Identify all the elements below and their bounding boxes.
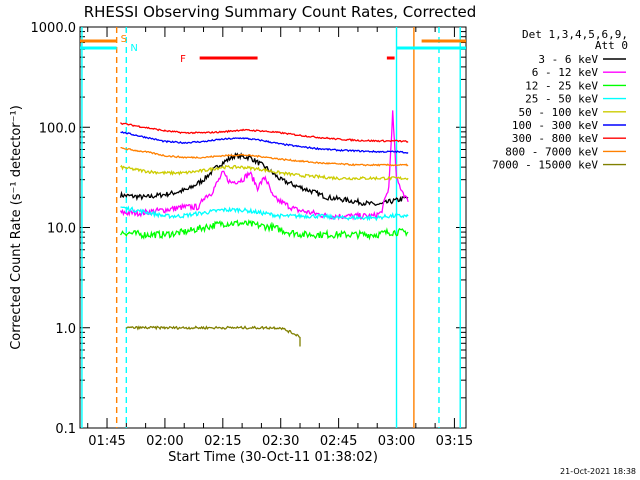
y-tick-label: 0.1 [55, 422, 76, 437]
legend-entry-label: 3 - 6 keV [538, 53, 598, 66]
legend-entry-label: 25 - 50 keV [525, 93, 598, 106]
x-tick-label: 03:15 [436, 434, 473, 449]
legend-entry-label: 300 - 800 keV [512, 132, 598, 145]
legend-entry-label: 6 - 12 keV [532, 66, 599, 79]
series-group [119, 110, 409, 347]
x-axis-label: Start Time (30-Oct-11 01:38:02) [168, 450, 378, 465]
legend-entry-label: 50 - 100 keV [519, 106, 599, 119]
legend-entry-label: 12 - 25 keV [525, 79, 598, 92]
state-vlines [81, 27, 461, 428]
legend-entry-label: 100 - 300 keV [512, 119, 598, 132]
x-tick-label: 02:30 [262, 434, 299, 449]
legend-entry-label: 800 - 7000 keV [505, 145, 598, 158]
y-tick-label: 100.0 [39, 121, 76, 136]
state-label-n: N [130, 43, 137, 54]
series-line [120, 122, 409, 144]
legend-entry-label: 7000 - 15000 keV [492, 159, 598, 172]
legend-header: Det 1,3,4,5,6,9, [522, 28, 628, 41]
series-line [119, 152, 409, 206]
state-label-s: S [121, 34, 127, 45]
series-line [119, 219, 409, 241]
y-tick-label: 10.0 [47, 222, 76, 237]
legend-header: Att 0 [595, 39, 628, 52]
y-axis-label: Corrected Count Rate (s⁻¹ detector⁻¹) [9, 105, 24, 350]
series-line [119, 110, 409, 221]
series-line [120, 131, 409, 154]
y-axis: 0.1 1.0 10.0 100.0 1000.0 [31, 21, 466, 437]
footer-timestamp: 21-Oct-2021 18:38 [560, 467, 636, 476]
x-axis: 01:45 02:00 02:15 02:30 02:45 03:00 03:15 [87, 27, 473, 449]
series-line [120, 205, 409, 222]
y-tick-label: 1000.0 [31, 21, 77, 36]
series-line [120, 146, 409, 167]
x-tick-label: 03:00 [378, 434, 415, 449]
x-tick-label: 02:00 [146, 434, 183, 449]
series-line [125, 325, 301, 347]
state-label-f: F [180, 54, 186, 65]
x-tick-label: 01:45 [88, 434, 125, 449]
state-bars: SN F [80, 34, 466, 65]
y-tick-label: 1.0 [55, 322, 76, 337]
x-tick-label: 02:15 [204, 434, 241, 449]
series-line [120, 164, 409, 181]
chart-title: RHESSI Observing Summary Count Rates, Co… [84, 3, 477, 21]
x-tick-label: 02:45 [320, 434, 357, 449]
